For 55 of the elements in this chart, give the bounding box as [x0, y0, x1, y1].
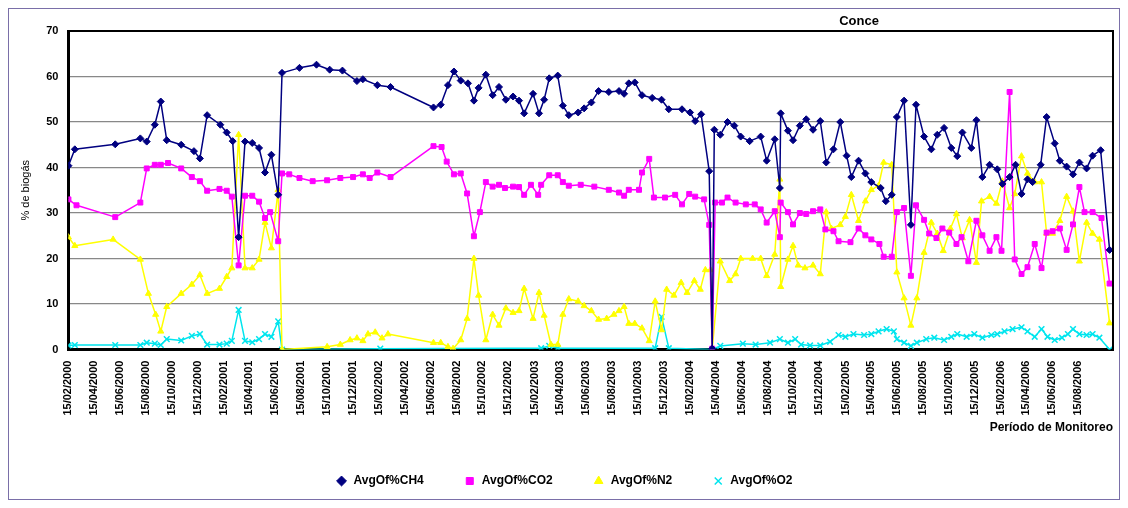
- legend-label: AvgOf%O2: [730, 473, 793, 488]
- y-tick-label: 0: [52, 342, 59, 355]
- x-tick-label: 15/04/2002: [397, 360, 410, 416]
- x-tick-label: 15/02/2002: [372, 360, 385, 416]
- x-tick-label: 15/10/2003: [630, 360, 643, 416]
- x-tick-label: 15/08/2006: [1071, 360, 1084, 416]
- x-tick-label: 15/04/2001: [242, 360, 255, 416]
- chart-title: Conce: [838, 13, 880, 28]
- x-tick-label: 15/12/2002: [501, 360, 514, 416]
- x-tick-label: 15/06/2003: [578, 360, 591, 416]
- x-tick-label: 15/10/2000: [164, 360, 177, 416]
- x-tick-label: 15/02/2005: [838, 360, 851, 416]
- x-tick-label: 15/10/2001: [320, 360, 333, 416]
- x-tick-label: 15/10/2004: [786, 359, 799, 416]
- x-tick-label: 15/12/2004: [812, 359, 825, 416]
- y-tick-label: 60: [46, 69, 59, 82]
- x-tick-label: 15/06/2005: [889, 360, 902, 416]
- x-tick-label: 15/08/2005: [915, 360, 928, 416]
- x-tick-label: 15/06/2000: [112, 360, 125, 416]
- x-tick-label: 15/02/2003: [527, 360, 540, 416]
- legend-label: AvgOf%CO2: [481, 473, 553, 488]
- x-axis-title: Período de Monitoreo: [989, 420, 1113, 435]
- y-tick-label: 40: [46, 160, 59, 173]
- x-tick-label: 15/08/2004: [760, 359, 773, 416]
- y-tick-label: 50: [46, 115, 59, 128]
- x-tick-label: 15/06/2004: [734, 359, 747, 416]
- x-tick-label: 15/02/2001: [217, 360, 230, 416]
- x-tick-label: 15/02/2000: [61, 360, 74, 416]
- x-tick-label: 15/08/2002: [449, 360, 462, 416]
- legend-label: AvgOf%N2: [610, 473, 673, 488]
- y-tick-label: 10: [46, 297, 59, 310]
- x-tick-label: 15/02/2004: [683, 359, 696, 416]
- x-tick-label: 15/04/2004: [708, 359, 721, 416]
- x-tick-label: 15/06/2002: [423, 360, 436, 416]
- x-tick-label: 15/04/2000: [87, 360, 99, 416]
- y-tick-label: 20: [46, 251, 59, 264]
- x-tick-label: 15/10/2005: [941, 360, 954, 416]
- x-tick-label: 15/08/2000: [138, 360, 151, 416]
- x-tick-label: 15/10/2002: [475, 360, 488, 416]
- legend-label: AvgOf%CH4: [353, 473, 425, 488]
- x-tick-label: 15/06/2006: [1045, 360, 1058, 416]
- y-axis-title: % de biogás: [18, 159, 31, 221]
- x-tick-label: 15/12/2003: [656, 360, 669, 416]
- x-tick-label: 15/02/2006: [994, 360, 1007, 416]
- x-tick-label: 15/12/2005: [967, 360, 980, 416]
- y-tick-label: 70: [46, 24, 59, 37]
- x-tick-label: 15/08/2003: [604, 360, 617, 416]
- x-tick-label: 15/08/2001: [294, 360, 307, 416]
- x-tick-label: 15/04/2003: [552, 360, 565, 416]
- x-tick-label: 15/04/2005: [863, 360, 876, 416]
- x-tick-label: 15/04/2006: [1019, 360, 1032, 416]
- x-tick-label: 15/06/2001: [268, 360, 281, 416]
- x-tick-label: 15/12/2000: [190, 360, 203, 416]
- y-tick-label: 30: [46, 206, 59, 219]
- x-tick-label: 15/12/2001: [346, 360, 359, 416]
